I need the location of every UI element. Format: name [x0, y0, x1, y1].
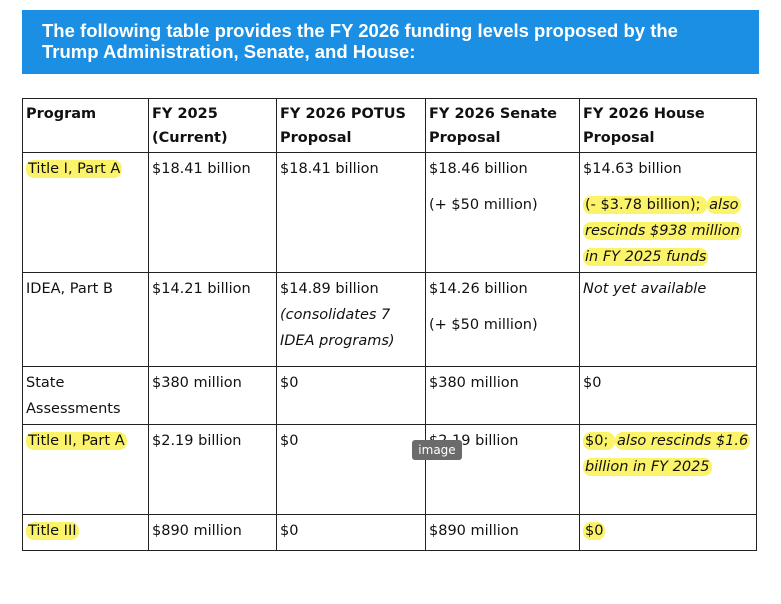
cell-senate: $2.19 billion: [425, 424, 580, 515]
cell-program: Title II, Part A: [22, 424, 149, 515]
house-note: (- $3.78 billion); also rescinds $938 mi…: [583, 192, 753, 270]
house-value: $0;: [583, 432, 615, 450]
cell-program: IDEA, Part B: [22, 272, 149, 367]
header-house: FY 2026 House Proposal: [579, 98, 757, 153]
header-banner: The following table provides the FY 2026…: [22, 10, 759, 74]
cell-fy2025: $2.19 billion: [148, 424, 277, 515]
program-label: Title II, Part A: [26, 432, 127, 450]
cell-fy2025: $890 million: [148, 514, 277, 551]
cell-senate: $18.46 billion (+ $50 million): [425, 152, 580, 273]
senate-change: (+ $50 million): [429, 197, 538, 213]
cell-potus: $0: [276, 366, 426, 425]
cell-program: Title I, Part A: [22, 152, 149, 273]
cell-potus: $18.41 billion: [276, 152, 426, 273]
cell-fy2025: $380 million: [148, 366, 277, 425]
funding-table: Program FY 2025 (Current) FY 2026 POTUS …: [22, 98, 757, 551]
cell-house: $0: [579, 514, 757, 551]
cell-house: Not yet available: [579, 272, 757, 367]
header-senate: FY 2026 Senate Proposal: [425, 98, 580, 153]
header-program: Program: [22, 98, 149, 153]
cell-senate: $890 million: [425, 514, 580, 551]
house-change: (- $3.78 billion);: [583, 196, 708, 214]
table-row: Title II, Part A $2.19 billion $0 $2.19 …: [22, 424, 757, 515]
table-header-row: Program FY 2025 (Current) FY 2026 POTUS …: [22, 98, 757, 153]
house-value: $14.63 billion: [583, 161, 682, 177]
cell-senate: $14.26 billion (+ $50 million): [425, 272, 580, 367]
potus-note: (consolidates 7 IDEA programs): [280, 307, 395, 349]
cell-house: $0; also rescinds $1.6 billion in FY 202…: [579, 424, 757, 515]
potus-value: $14.89 billion: [280, 281, 379, 297]
cell-potus: $0: [276, 424, 426, 515]
header-potus: FY 2026 POTUS Proposal: [276, 98, 426, 153]
header-fy2025: FY 2025 (Current): [148, 98, 277, 153]
cell-senate: $380 million: [425, 366, 580, 425]
table-row: State Assessments $380 million $0 $380 m…: [22, 366, 757, 425]
program-label: Title III: [26, 522, 79, 540]
cell-house: $14.63 billion (- $3.78 billion); also r…: [579, 152, 757, 273]
program-label: Title I, Part A: [26, 160, 123, 178]
house-value: $0: [583, 522, 606, 540]
cell-potus: $0: [276, 514, 426, 551]
cell-program: Title III: [22, 514, 149, 551]
cell-potus: $14.89 billion (consolidates 7 IDEA prog…: [276, 272, 426, 367]
senate-value: $18.46 billion: [429, 161, 528, 177]
table-row: Title I, Part A $18.41 billion $18.41 bi…: [22, 152, 757, 273]
cell-fy2025: $18.41 billion: [148, 152, 277, 273]
table-row: Title III $890 million $0 $890 million $…: [22, 514, 757, 551]
senate-value: $14.26 billion: [429, 281, 528, 297]
table-row: IDEA, Part B $14.21 billion $14.89 billi…: [22, 272, 757, 367]
cell-house: $0: [579, 366, 757, 425]
cell-fy2025: $14.21 billion: [148, 272, 277, 367]
senate-change: (+ $50 million): [429, 317, 538, 333]
image-badge: image: [412, 440, 462, 460]
banner-title: The following table provides the FY 2026…: [42, 20, 678, 62]
cell-program: State Assessments: [22, 366, 149, 425]
